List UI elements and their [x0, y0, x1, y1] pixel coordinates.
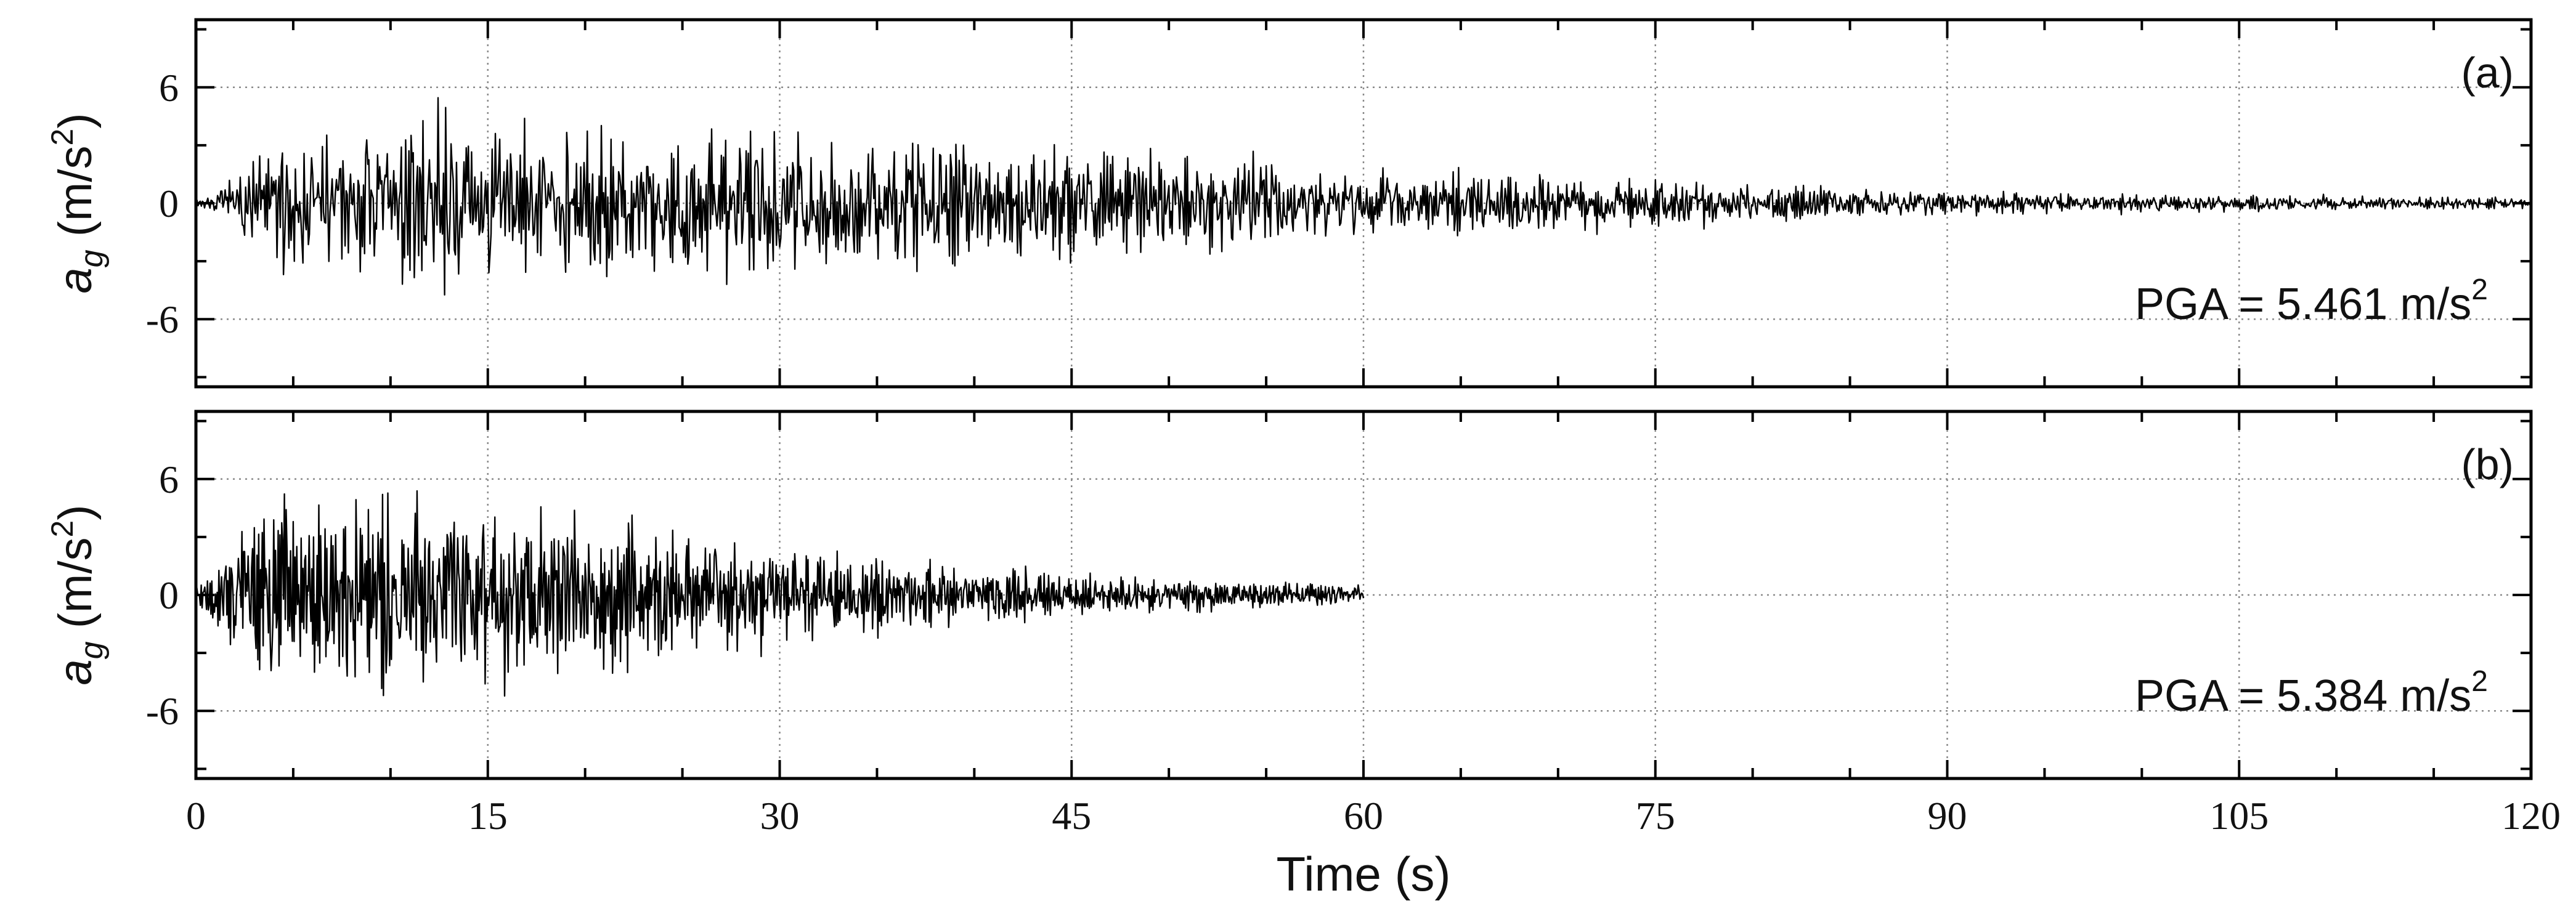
panel-label: (b)	[2461, 440, 2514, 488]
y-tick-label: 0	[159, 573, 179, 617]
y-tick-label: 0	[159, 182, 179, 225]
pga-value: 5.384	[2277, 671, 2387, 721]
x-tick-label: 60	[1344, 794, 1383, 838]
y-axis-label: ag (m/s2)	[45, 504, 110, 685]
y-tick-label: 6	[159, 458, 179, 501]
pga-unit: m/s	[2387, 280, 2471, 329]
x-tick-label: 15	[468, 794, 508, 838]
pga-unit-superscript: 2	[2471, 273, 2488, 306]
panel-label: (a)	[2461, 49, 2514, 97]
y-tick-label: 6	[159, 66, 179, 110]
pga-unit: m/s	[2387, 671, 2471, 721]
y-label-unit: (m/s	[49, 146, 102, 250]
x-tick-label: 90	[1928, 794, 1967, 838]
acceleration-trace	[195, 97, 2532, 296]
y-label-close: )	[49, 113, 102, 128]
x-tick-label: 105	[2209, 794, 2269, 838]
y-label-symbol: a	[49, 267, 102, 293]
pga-annotation: PGA = 5.384 m/s2	[2135, 665, 2488, 721]
x-tick-label: 30	[760, 794, 800, 838]
y-label-superscript: 2	[45, 520, 79, 538]
x-tick-label: 0	[186, 794, 206, 838]
pga-unit-superscript: 2	[2471, 665, 2488, 698]
y-label-unit: (m/s	[49, 538, 102, 642]
y-label-close: )	[49, 504, 102, 520]
y-tick-label: -6	[146, 297, 179, 341]
y-label-subscript: g	[74, 641, 110, 659]
pga-value: 5.461	[2277, 280, 2387, 329]
y-axis-label: ag (m/s2)	[45, 113, 110, 293]
y-label-superscript: 2	[45, 129, 79, 146]
pga-prefix: PGA =	[2135, 280, 2277, 329]
pga-prefix: PGA =	[2135, 671, 2277, 721]
y-tick-label: -6	[146, 689, 179, 733]
x-tick-label: 45	[1052, 794, 1091, 838]
pga-annotation: PGA = 5.461 m/s2	[2135, 273, 2488, 329]
x-tick-label: 120	[2501, 794, 2561, 838]
acceleration-trace	[195, 490, 1365, 697]
y-label-subscript: g	[74, 249, 110, 267]
x-tick-label: 75	[1636, 794, 1675, 838]
x-axis-label: Time (s)	[1276, 847, 1450, 901]
y-label-symbol: a	[49, 659, 102, 685]
